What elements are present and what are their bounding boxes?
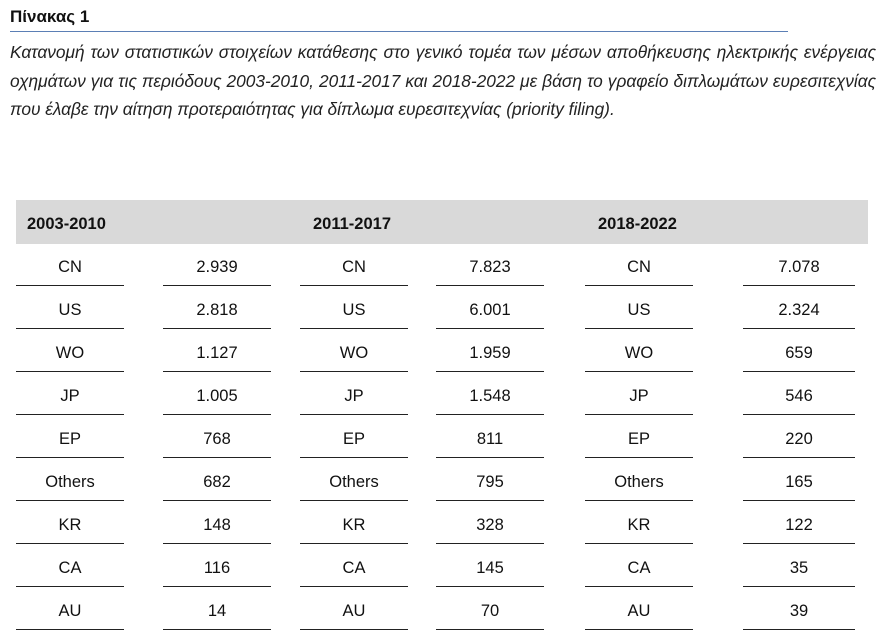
office-cell: JP xyxy=(300,373,408,415)
office-cell: US xyxy=(585,287,693,329)
count-cell: 1.959 xyxy=(436,330,544,372)
table-header-row: 2003-2010 2011-2017 2018-2022 xyxy=(16,200,868,244)
office-cell: WO xyxy=(16,330,124,372)
office-cell: CA xyxy=(16,545,124,587)
count-cell: 70 xyxy=(436,588,544,630)
office-cell: CN xyxy=(16,244,124,286)
table-row: WO 1.127 WO 1.959 WO 659 xyxy=(16,330,868,373)
count-cell: 7.078 xyxy=(743,244,855,286)
table-body: CN 2.939 CN 7.823 CN 7.078 US 2.818 US 6.001 US 2.3… xyxy=(16,244,868,631)
filing-statistics-table: 2003-2010 2011-2017 2018-2022 CN 2.939 CN 7… xyxy=(16,200,868,631)
office-cell: US xyxy=(16,287,124,329)
office-cell: AU xyxy=(585,588,693,630)
count-cell: 2.939 xyxy=(163,244,271,286)
table-row: CN 2.939 CN 7.823 CN 7.078 xyxy=(16,244,868,287)
office-cell: KR xyxy=(16,502,124,544)
count-cell: 2.818 xyxy=(163,287,271,329)
count-cell: 1.127 xyxy=(163,330,271,372)
office-cell: EP xyxy=(16,416,124,458)
table-row: EP 768 EP 811 EP 220 xyxy=(16,416,868,459)
office-cell: CN xyxy=(300,244,408,286)
count-cell: 6.001 xyxy=(436,287,544,329)
office-cell: EP xyxy=(300,416,408,458)
office-cell: JP xyxy=(585,373,693,415)
table-row: AU 14 AU 70 AU 39 xyxy=(16,588,868,631)
table-row: Others 682 Others 795 Others 165 xyxy=(16,459,868,502)
count-cell: 145 xyxy=(436,545,544,587)
count-cell: 682 xyxy=(163,459,271,501)
count-cell: 7.823 xyxy=(436,244,544,286)
office-cell: Others xyxy=(300,459,408,501)
count-cell: 659 xyxy=(743,330,855,372)
period-header: 2018-2022 xyxy=(598,200,677,244)
count-cell: 122 xyxy=(743,502,855,544)
count-cell: 1.548 xyxy=(436,373,544,415)
table-heading: Πίνακας 1 xyxy=(10,6,788,32)
office-cell: CA xyxy=(300,545,408,587)
office-cell: CN xyxy=(585,244,693,286)
office-cell: KR xyxy=(300,502,408,544)
count-cell: 220 xyxy=(743,416,855,458)
count-cell: 165 xyxy=(743,459,855,501)
count-cell: 328 xyxy=(436,502,544,544)
period-header: 2003-2010 xyxy=(27,200,106,244)
office-cell: KR xyxy=(585,502,693,544)
office-cell: WO xyxy=(585,330,693,372)
count-cell: 811 xyxy=(436,416,544,458)
count-cell: 35 xyxy=(743,545,855,587)
office-cell: AU xyxy=(16,588,124,630)
table-row: KR 148 KR 328 KR 122 xyxy=(16,502,868,545)
office-cell: Others xyxy=(585,459,693,501)
table-row: US 2.818 US 6.001 US 2.324 xyxy=(16,287,868,330)
office-cell: Others xyxy=(16,459,124,501)
office-cell: US xyxy=(300,287,408,329)
table-caption: Κατανομή των στατιστικών στοιχείων κατάθ… xyxy=(10,38,876,124)
count-cell: 768 xyxy=(163,416,271,458)
count-cell: 546 xyxy=(743,373,855,415)
office-cell: AU xyxy=(300,588,408,630)
table-row: CA 116 CA 145 CA 35 xyxy=(16,545,868,588)
count-cell: 39 xyxy=(743,588,855,630)
count-cell: 148 xyxy=(163,502,271,544)
office-cell: EP xyxy=(585,416,693,458)
period-header: 2011-2017 xyxy=(313,200,391,244)
office-cell: JP xyxy=(16,373,124,415)
count-cell: 2.324 xyxy=(743,287,855,329)
count-cell: 795 xyxy=(436,459,544,501)
count-cell: 14 xyxy=(163,588,271,630)
table-row: JP 1.005 JP 1.548 JP 546 xyxy=(16,373,868,416)
office-cell: WO xyxy=(300,330,408,372)
office-cell: CA xyxy=(585,545,693,587)
count-cell: 1.005 xyxy=(163,373,271,415)
count-cell: 116 xyxy=(163,545,271,587)
